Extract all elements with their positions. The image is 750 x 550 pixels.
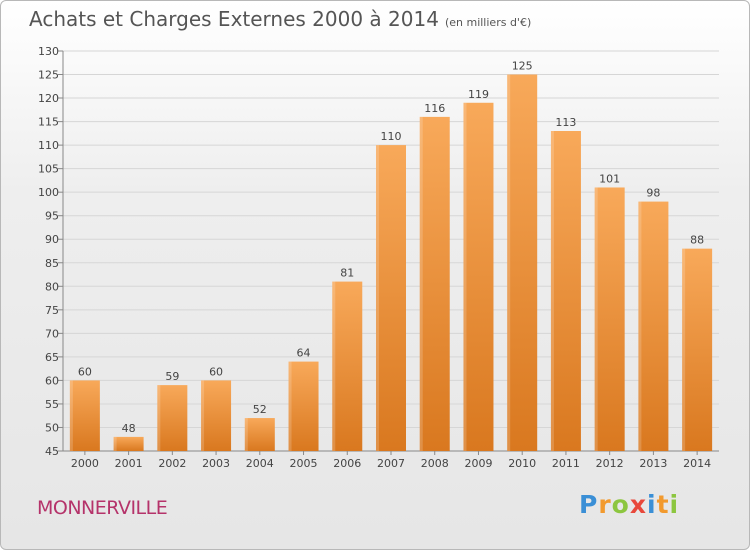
x-tick-label: 2002 bbox=[158, 457, 186, 470]
bar bbox=[113, 436, 144, 451]
bar-highlight bbox=[376, 145, 379, 451]
bar-highlight bbox=[288, 361, 292, 451]
logo-letter: i bbox=[647, 490, 657, 519]
x-tick-label: 2007 bbox=[377, 457, 405, 470]
bar bbox=[69, 380, 100, 451]
y-tick-label: 100 bbox=[38, 186, 59, 199]
bar-highlight bbox=[638, 201, 642, 451]
x-tick-label: 2003 bbox=[202, 457, 230, 470]
bar-value-label: 52 bbox=[253, 403, 267, 416]
x-tick-label: 2014 bbox=[683, 457, 711, 470]
y-tick-label: 85 bbox=[45, 257, 59, 270]
bar-value-label: 88 bbox=[690, 234, 704, 247]
bar bbox=[550, 131, 581, 451]
bar-highlight bbox=[332, 281, 336, 451]
bar-value-label: 101 bbox=[599, 172, 620, 185]
y-tick-label: 125 bbox=[38, 69, 59, 82]
chart-title: Achats et Charges Externes 2000 à 2014 (e… bbox=[29, 7, 531, 31]
y-tick-label: 75 bbox=[45, 304, 59, 317]
y-tick-label: 110 bbox=[38, 139, 59, 152]
y-tick-label: 80 bbox=[45, 280, 59, 293]
logo-letter: o bbox=[611, 490, 630, 519]
x-tick-label: 2012 bbox=[596, 457, 624, 470]
bar-value-label: 60 bbox=[209, 365, 223, 378]
bar bbox=[594, 187, 625, 451]
bar-value-label: 110 bbox=[381, 130, 402, 143]
x-tick-label: 2013 bbox=[639, 457, 667, 470]
y-tick-label: 90 bbox=[45, 233, 59, 246]
y-tick-label: 45 bbox=[45, 445, 59, 458]
y-tick-label: 60 bbox=[45, 374, 59, 387]
x-tick-label: 2006 bbox=[333, 457, 361, 470]
y-tick-label: 70 bbox=[45, 327, 59, 340]
bar bbox=[376, 145, 406, 451]
bar bbox=[288, 361, 319, 451]
bar bbox=[244, 418, 275, 451]
y-tick-label: 115 bbox=[38, 116, 59, 129]
bar-highlight bbox=[550, 131, 554, 451]
chart-subtitle: (en milliers d'€) bbox=[444, 16, 532, 29]
logo-letter: x bbox=[629, 490, 647, 519]
bar bbox=[332, 281, 363, 451]
x-tick-label: 2000 bbox=[71, 457, 99, 470]
x-tick-label: 2009 bbox=[464, 457, 492, 470]
y-tick-label: 130 bbox=[38, 45, 59, 58]
x-tick-label: 2001 bbox=[115, 457, 143, 470]
bar-value-label: 64 bbox=[297, 347, 311, 360]
bar-highlight bbox=[201, 380, 205, 451]
bar bbox=[419, 116, 450, 451]
proxiti-logo: Proxiti bbox=[579, 490, 679, 519]
bar-highlight bbox=[419, 116, 423, 451]
logo-letter: i bbox=[669, 490, 680, 519]
x-tick-label: 2011 bbox=[552, 457, 580, 470]
bar-value-label: 81 bbox=[340, 267, 354, 280]
bar bbox=[463, 102, 494, 451]
logo-letter: t bbox=[656, 490, 670, 519]
y-tick-label: 120 bbox=[38, 92, 59, 105]
bar bbox=[201, 380, 232, 451]
bar-highlight bbox=[69, 380, 73, 451]
x-tick-label: 2004 bbox=[246, 457, 274, 470]
y-tick-label: 55 bbox=[45, 398, 59, 411]
bar bbox=[157, 385, 188, 451]
logo-letter: r bbox=[598, 490, 612, 519]
x-tick-label: 2010 bbox=[508, 457, 536, 470]
y-tick-label: 95 bbox=[45, 210, 59, 223]
bar-highlight bbox=[113, 436, 117, 451]
bar-value-label: 116 bbox=[424, 102, 445, 115]
y-tick-label: 50 bbox=[45, 421, 59, 434]
bar-highlight bbox=[594, 187, 598, 451]
bar-value-label: 48 bbox=[122, 422, 136, 435]
bar-value-label: 98 bbox=[646, 187, 660, 200]
bar-value-label: 125 bbox=[512, 60, 533, 73]
bar-value-label: 113 bbox=[555, 116, 576, 129]
bar bbox=[682, 248, 713, 451]
bar-highlight bbox=[507, 74, 511, 451]
bar bbox=[507, 74, 538, 451]
bar-highlight bbox=[682, 248, 686, 451]
bar-value-label: 119 bbox=[468, 88, 489, 101]
chart-title-text: Achats et Charges Externes 2000 à 2014 bbox=[29, 7, 439, 31]
bar-highlight bbox=[463, 102, 467, 451]
bar-highlight bbox=[244, 418, 248, 451]
y-tick-label: 65 bbox=[45, 351, 59, 364]
x-tick-label: 2005 bbox=[290, 457, 318, 470]
bar-value-label: 59 bbox=[165, 370, 179, 383]
x-tick-label: 2008 bbox=[421, 457, 449, 470]
bar-value-label: 60 bbox=[78, 365, 92, 378]
y-tick-label: 105 bbox=[38, 163, 59, 176]
logo-letter: P bbox=[579, 490, 599, 519]
bar-highlight bbox=[157, 385, 161, 451]
bar bbox=[638, 201, 669, 451]
commune-name: MONNERVILLE bbox=[37, 497, 168, 519]
